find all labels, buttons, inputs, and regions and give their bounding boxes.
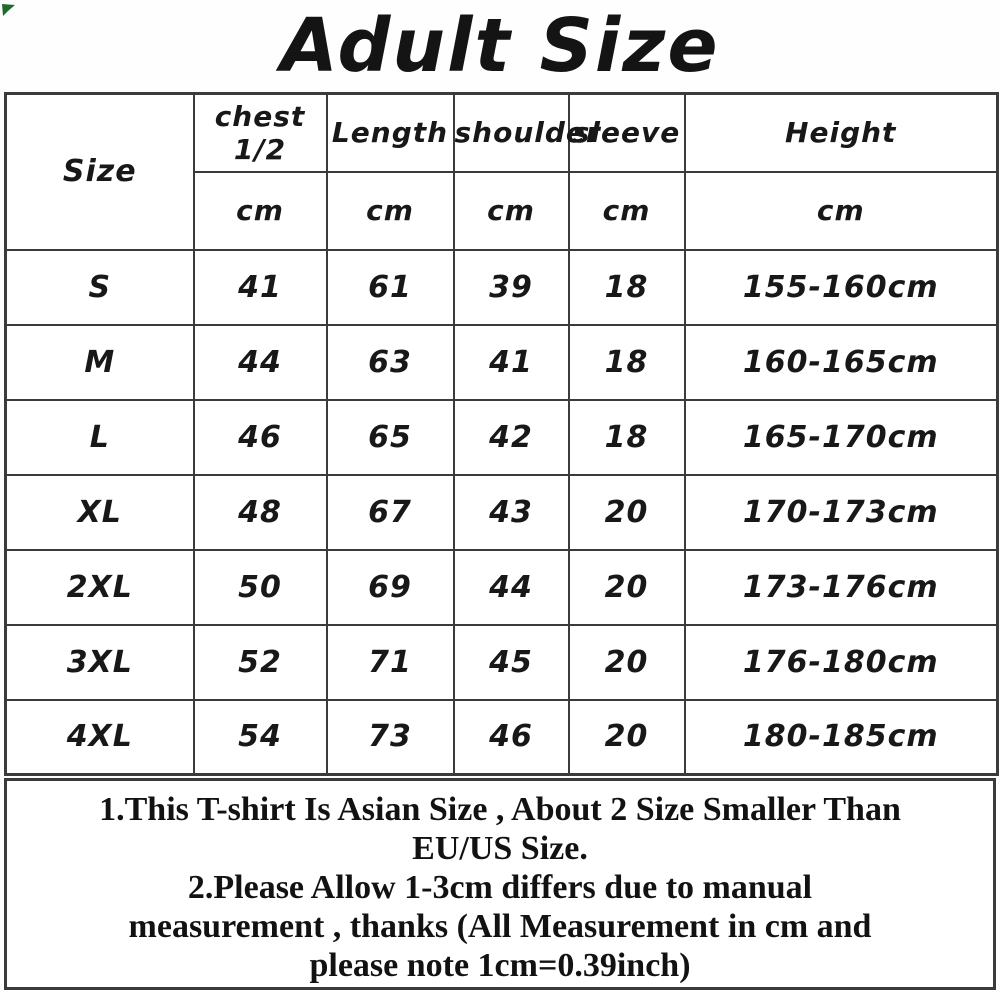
cell-height: 176-180cm: [683, 623, 999, 701]
cell-length: 65: [325, 398, 455, 476]
notes-box: 1.This T-shirt Is Asian Size , About 2 S…: [4, 778, 996, 990]
cell-length: 73: [325, 698, 455, 776]
table-row-xl: XL 48 67 43 20 170-173cm: [4, 473, 999, 551]
cell-height: 165-170cm: [683, 398, 999, 476]
cell-shoulder: 44: [452, 548, 570, 626]
column-header-sleeve: sleeve: [567, 92, 686, 173]
cell-length: 61: [325, 248, 455, 326]
cell-size: XL: [4, 473, 195, 551]
cell-shoulder: 43: [452, 473, 570, 551]
cell-sleeve: 20: [567, 698, 686, 776]
green-corner-marker-icon: [2, 4, 15, 16]
unit-row: cm cm cm cm cm: [6, 170, 999, 251]
cell-height: 173-176cm: [683, 548, 999, 626]
table-row-m: M 44 63 41 18 160-165cm: [4, 323, 999, 401]
cell-sleeve: 20: [567, 548, 686, 626]
cell-chest: 44: [192, 323, 328, 401]
header-row: Size chest 1/2 Length shoulder sleeve He…: [4, 92, 999, 251]
note-line: measurement , thanks (All Measurement in…: [128, 908, 872, 945]
cell-length: 67: [325, 473, 455, 551]
cell-length: 71: [325, 623, 455, 701]
column-header-length: Length: [325, 92, 455, 173]
note-line: 1.This T-shirt Is Asian Size , About 2 S…: [99, 791, 901, 828]
cell-chest: 52: [192, 623, 328, 701]
cell-size: M: [4, 323, 195, 401]
cell-length: 63: [325, 323, 455, 401]
cell-height: 170-173cm: [683, 473, 999, 551]
cell-sleeve: 18: [567, 398, 686, 476]
cell-size: 3XL: [4, 623, 195, 701]
cell-shoulder: 45: [452, 623, 570, 701]
cell-length: 69: [325, 548, 455, 626]
cell-shoulder: 42: [452, 398, 570, 476]
cell-shoulder: 41: [452, 323, 570, 401]
column-header-shoulder: shoulder: [452, 92, 600, 173]
cell-sleeve: 20: [567, 473, 686, 551]
cell-chest: 41: [192, 248, 328, 326]
size-table: Size chest 1/2 Length shoulder sleeve He…: [4, 92, 999, 776]
cell-size: 4XL: [4, 698, 195, 776]
cell-shoulder: 39: [452, 248, 570, 326]
page-title: Adult Size: [280, 3, 720, 89]
cell-chest: 48: [192, 473, 328, 551]
column-header-size: Size: [4, 92, 195, 251]
column-header-chest: chest 1/2: [192, 92, 328, 173]
cell-size: S: [4, 248, 195, 326]
cell-height: 155-160cm: [683, 248, 999, 326]
cell-chest: 50: [192, 548, 328, 626]
cell-sleeve: 18: [567, 248, 686, 326]
cell-chest: 54: [192, 698, 328, 776]
cell-size: 2XL: [4, 548, 195, 626]
cell-height: 180-185cm: [683, 698, 999, 776]
note-line: EU/US Size.: [412, 830, 588, 867]
cell-shoulder: 46: [452, 698, 570, 776]
column-header-height: Height: [683, 92, 999, 173]
unit-shoulder: cm: [452, 170, 570, 251]
unit-chest: cm: [192, 170, 328, 251]
unit-length: cm: [325, 170, 455, 251]
cell-sleeve: 20: [567, 623, 686, 701]
cell-size: L: [4, 398, 195, 476]
table-row-s: S 41 61 39 18 155-160cm: [4, 248, 999, 326]
table-row-3xl: 3XL 52 71 45 20 176-180cm: [4, 623, 999, 701]
table-row-4xl: 4XL 54 73 46 20 180-185cm: [4, 698, 999, 776]
cell-chest: 46: [192, 398, 328, 476]
note-line: 2.Please Allow 1-3cm differs due to manu…: [187, 869, 813, 906]
cell-sleeve: 18: [567, 323, 686, 401]
table-row-l: L 46 65 42 18 165-170cm: [4, 398, 999, 476]
unit-height: cm: [683, 170, 999, 251]
table-row-2xl: 2XL 50 69 44 20 173-176cm: [4, 548, 999, 626]
unit-sleeve: cm: [567, 170, 686, 251]
cell-height: 160-165cm: [683, 323, 999, 401]
note-line: please note 1cm=0.39inch): [309, 947, 691, 984]
